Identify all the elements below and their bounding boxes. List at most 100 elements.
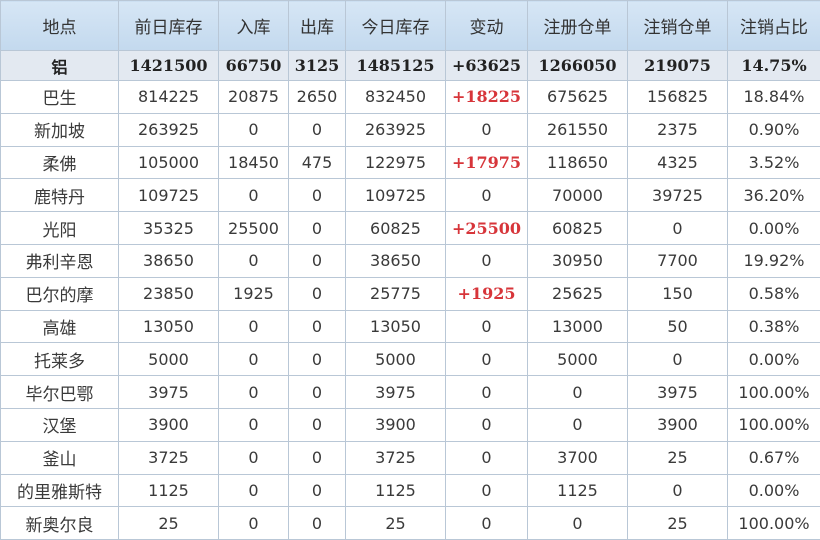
cell-change: +25500 [446, 212, 528, 245]
cell-inbound: 18450 [219, 146, 289, 179]
cell-cancelled-ratio: 0.67% [728, 441, 820, 474]
cell-prev-stock: 5000 [119, 343, 219, 376]
cell-prev-stock: 13050 [119, 310, 219, 343]
cell-outbound: 0 [289, 310, 346, 343]
cell-inbound: 25500 [219, 212, 289, 245]
cell-registered-warrants: 675625 [528, 81, 628, 114]
cell-prev-stock: 3975 [119, 376, 219, 409]
cell-inbound: 0 [219, 376, 289, 409]
cell-today-stock: 3975 [346, 376, 446, 409]
cell-location: 的里雅斯特 [1, 474, 119, 507]
header-row: 地点前日库存入库出库今日库存变动注册仓单注销仓单注销占比 [1, 1, 820, 51]
cell-cancelled-warrants: 25 [628, 507, 728, 540]
header-outbound: 出库 [289, 1, 346, 51]
cell-today-stock: 25775 [346, 277, 446, 310]
cell-change: 0 [446, 310, 528, 343]
cell-change: 0 [446, 113, 528, 146]
cell-prev-stock: 105000 [119, 146, 219, 179]
cell-registered-warrants: 0 [528, 507, 628, 540]
cell-change: +63625 [446, 51, 528, 81]
cell-outbound: 3125 [289, 51, 346, 81]
cell-cancelled-ratio: 3.52% [728, 146, 820, 179]
cell-cancelled-ratio: 100.00% [728, 507, 820, 540]
cell-cancelled-warrants: 0 [628, 474, 728, 507]
cell-cancelled-warrants: 39725 [628, 179, 728, 212]
cell-location: 釜山 [1, 441, 119, 474]
cell-outbound: 0 [289, 441, 346, 474]
cell-inbound: 0 [219, 441, 289, 474]
cell-today-stock: 109725 [346, 179, 446, 212]
cell-cancelled-warrants: 25 [628, 441, 728, 474]
cell-prev-stock: 3900 [119, 408, 219, 441]
cell-cancelled-ratio: 100.00% [728, 376, 820, 409]
cell-location: 鹿特丹 [1, 179, 119, 212]
cell-registered-warrants: 261550 [528, 113, 628, 146]
cell-today-stock: 13050 [346, 310, 446, 343]
cell-location: 弗利辛恩 [1, 244, 119, 277]
cell-cancelled-warrants: 156825 [628, 81, 728, 114]
cell-cancelled-ratio: 19.92% [728, 244, 820, 277]
header-cancelled-warrants: 注销仓单 [628, 1, 728, 51]
cell-inbound: 0 [219, 507, 289, 540]
cell-cancelled-warrants: 0 [628, 212, 728, 245]
cell-outbound: 2650 [289, 81, 346, 114]
cell-today-stock: 60825 [346, 212, 446, 245]
cell-registered-warrants: 60825 [528, 212, 628, 245]
cell-registered-warrants: 0 [528, 376, 628, 409]
cell-inbound: 0 [219, 310, 289, 343]
cell-inbound: 0 [219, 343, 289, 376]
cell-change: +17975 [446, 146, 528, 179]
cell-change: 0 [446, 474, 528, 507]
cell-cancelled-ratio: 100.00% [728, 408, 820, 441]
cell-registered-warrants: 0 [528, 408, 628, 441]
header-registered-warrants: 注册仓单 [528, 1, 628, 51]
cell-cancelled-warrants: 150 [628, 277, 728, 310]
cell-cancelled-ratio: 0.00% [728, 212, 820, 245]
cell-inbound: 0 [219, 244, 289, 277]
cell-location: 高雄 [1, 310, 119, 343]
cell-inbound: 0 [219, 408, 289, 441]
cell-location: 托莱多 [1, 343, 119, 376]
cell-today-stock: 3900 [346, 408, 446, 441]
cell-today-stock: 38650 [346, 244, 446, 277]
header-location: 地点 [1, 1, 119, 51]
header-change: 变动 [446, 1, 528, 51]
cell-registered-warrants: 5000 [528, 343, 628, 376]
cell-prev-stock: 109725 [119, 179, 219, 212]
cell-cancelled-warrants: 7700 [628, 244, 728, 277]
cell-cancelled-warrants: 3900 [628, 408, 728, 441]
cell-prev-stock: 263925 [119, 113, 219, 146]
cell-location: 巴尔的摩 [1, 277, 119, 310]
cell-inbound: 20875 [219, 81, 289, 114]
cell-outbound: 0 [289, 212, 346, 245]
cell-cancelled-ratio: 36.20% [728, 179, 820, 212]
cell-today-stock: 3725 [346, 441, 446, 474]
cell-change: 0 [446, 244, 528, 277]
cell-cancelled-ratio: 0.90% [728, 113, 820, 146]
cell-inbound: 66750 [219, 51, 289, 81]
cell-outbound: 0 [289, 507, 346, 540]
cell-prev-stock: 23850 [119, 277, 219, 310]
cell-location: 巴生 [1, 81, 119, 114]
cell-outbound: 0 [289, 343, 346, 376]
cell-change: 0 [446, 179, 528, 212]
cell-location: 新奥尔良 [1, 507, 119, 540]
cell-cancelled-ratio: 0.00% [728, 474, 820, 507]
cell-prev-stock: 25 [119, 507, 219, 540]
header-prev-stock: 前日库存 [119, 1, 219, 51]
cell-cancelled-ratio: 0.38% [728, 310, 820, 343]
cell-change: 0 [446, 376, 528, 409]
cell-today-stock: 1485125 [346, 51, 446, 81]
cell-outbound: 0 [289, 244, 346, 277]
cell-today-stock: 1125 [346, 474, 446, 507]
cell-today-stock: 25 [346, 507, 446, 540]
